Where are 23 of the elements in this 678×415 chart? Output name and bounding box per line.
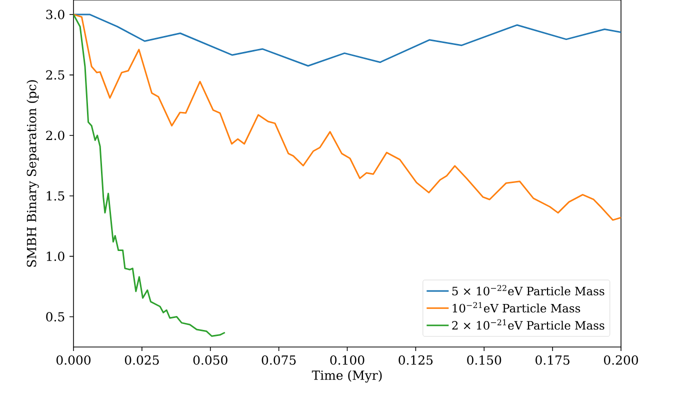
y-axis-title: SMBH Binary Separation (pc)	[26, 80, 39, 267]
y-tick-label: 1.5	[46, 191, 64, 201]
x-tick-label: 0.050	[193, 355, 228, 365]
x-tick-label: 0.125	[398, 355, 433, 365]
x-tick-label: 0.100	[330, 355, 364, 365]
y-tick-label: 3.0	[46, 10, 64, 20]
legend-label: 10$^{−21}$eV Particle Mass	[452, 302, 580, 313]
x-tick-label: 0.075	[262, 355, 296, 365]
legend-label: 2 × 10$^{−21}$eV Particle Mass	[452, 319, 604, 330]
x-axis-title: Time (Myr)	[312, 370, 382, 382]
line-series	[74, 14, 622, 67]
x-tick-label: 0.200	[604, 355, 638, 365]
y-tick-label: 2.5	[46, 70, 64, 80]
line-series	[74, 14, 622, 221]
legend-label: 5 × 10$^{−22}$eV Particle Mass	[452, 284, 604, 296]
x-tick-label: 0.150	[467, 355, 502, 365]
line-series	[74, 14, 226, 337]
x-tick-label: 0.000	[56, 355, 90, 365]
x-tick-label: 0.025	[124, 355, 159, 365]
y-tick-label: 2.0	[46, 130, 64, 140]
x-tick-label: 0.175	[536, 355, 570, 365]
y-tick-label: 0.5	[46, 312, 64, 322]
y-tick-label: 1.0	[46, 252, 64, 262]
